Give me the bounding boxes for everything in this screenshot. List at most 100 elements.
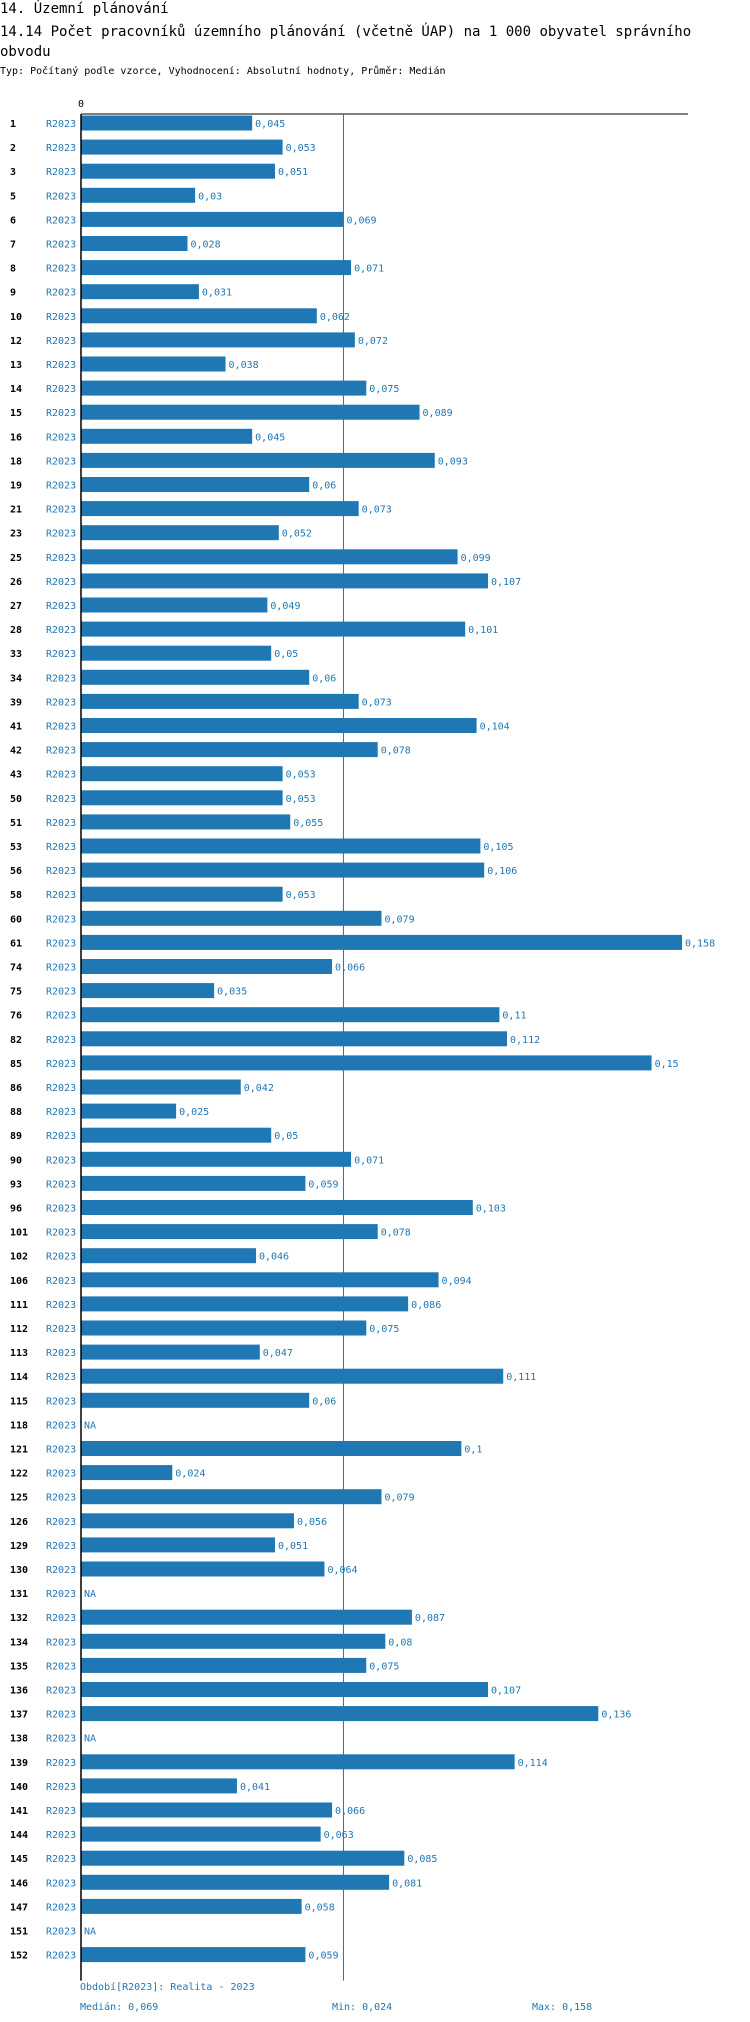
value-label: 0,15: [655, 1059, 679, 1070]
value-label: 0,066: [335, 1806, 365, 1817]
value-label: 0,053: [286, 794, 316, 805]
bar: [81, 1127, 272, 1143]
row-label: 74: [10, 963, 22, 974]
value-label: 0,06: [312, 673, 336, 684]
value-label: 0,075: [369, 1324, 399, 1335]
bar: [81, 1296, 409, 1312]
na-label: NA: [84, 1420, 96, 1431]
chart-title: 14.14 Počet pracovníků územního plánován…: [0, 24, 692, 60]
bar: [81, 452, 435, 468]
row-label: 82: [10, 1035, 22, 1046]
row-label: 126: [10, 1517, 28, 1528]
row-label: 43: [10, 770, 22, 781]
row-label: 42: [10, 746, 22, 757]
row-label: 139: [10, 1758, 28, 1769]
series-label: R2023: [46, 384, 76, 395]
row-label: 21: [10, 505, 22, 516]
bar: [81, 1802, 333, 1818]
row-label: 26: [10, 577, 22, 588]
row-label: 10: [10, 312, 22, 323]
series-label: R2023: [46, 1083, 76, 1094]
series-label: R2023: [46, 1710, 76, 1721]
value-label: 0,078: [381, 1228, 411, 1239]
series-label: R2023: [46, 1324, 76, 1335]
series-label: R2023: [46, 264, 76, 275]
value-label: 0,071: [354, 264, 384, 275]
bar: [81, 742, 378, 758]
series-label: R2023: [46, 673, 76, 684]
series-label: R2023: [46, 1854, 76, 1865]
series-label: R2023: [46, 1686, 76, 1697]
value-label: 0,112: [510, 1035, 540, 1046]
na-label: NA: [84, 1589, 96, 1600]
series-label: R2023: [46, 1493, 76, 1504]
bar: [81, 718, 477, 733]
row-label: 132: [10, 1613, 28, 1624]
bar: [81, 139, 283, 155]
bar: [81, 1609, 412, 1625]
value-label: 0,079: [385, 1493, 415, 1504]
value-label: 0,045: [255, 119, 285, 130]
row-label: 9: [10, 288, 16, 299]
bar: [81, 838, 481, 854]
value-label: 0,051: [278, 167, 308, 178]
row-label: 85: [10, 1059, 22, 1070]
bar: [81, 211, 344, 227]
row-label: 122: [10, 1469, 28, 1480]
bar: [81, 1368, 504, 1384]
row-label: 41: [10, 722, 22, 733]
bar: [81, 1754, 515, 1770]
series-label: R2023: [46, 1927, 76, 1938]
row-label: 152: [10, 1951, 28, 1962]
row-label: 27: [10, 601, 22, 612]
value-label: 0,059: [308, 1179, 338, 1190]
value-label: 0,041: [240, 1782, 270, 1793]
value-label: 0,059: [308, 1951, 338, 1962]
value-label: 0,06: [312, 1396, 336, 1407]
series-label: R2023: [46, 456, 76, 467]
value-label: 0,047: [263, 1348, 293, 1359]
row-label: 106: [10, 1276, 28, 1287]
bar: [81, 1633, 386, 1649]
value-label: 0,081: [392, 1878, 422, 1889]
value-label: 0,114: [518, 1758, 548, 1769]
row-label: 1: [10, 119, 16, 130]
row-label: 140: [10, 1782, 28, 1793]
bar: [81, 115, 253, 131]
series-label: R2023: [46, 553, 76, 564]
row-label: 39: [10, 697, 22, 708]
value-label: 0,024: [175, 1469, 205, 1480]
value-label: 0,05: [274, 1131, 298, 1142]
series-label: R2023: [46, 1589, 76, 1600]
bar: [81, 1537, 275, 1553]
bar: [81, 1778, 237, 1794]
row-label: 58: [10, 890, 22, 901]
value-label: 0,079: [385, 914, 415, 925]
series-label: R2023: [46, 1276, 76, 1287]
series-label: R2023: [46, 312, 76, 323]
value-label: 0,045: [255, 432, 285, 443]
series-label: R2023: [46, 1830, 76, 1841]
series-label: R2023: [46, 1204, 76, 1215]
value-label: 0,049: [270, 601, 300, 612]
bar: [81, 477, 310, 492]
bar: [81, 187, 196, 203]
bar: [81, 1320, 367, 1336]
series-label: R2023: [46, 770, 76, 781]
bar: [81, 356, 226, 372]
bar: [81, 1465, 173, 1481]
bar: [81, 1489, 382, 1505]
row-label: 96: [10, 1204, 22, 1215]
row-label: 118: [10, 1420, 28, 1431]
bar: [81, 1272, 439, 1288]
bar: [81, 693, 359, 709]
value-label: 0,099: [461, 553, 491, 564]
row-label: 144: [10, 1830, 28, 1841]
series-label: R2023: [46, 336, 76, 347]
bar: [81, 1513, 295, 1529]
series-label: R2023: [46, 1252, 76, 1263]
bar: [81, 1898, 302, 1914]
row-label: 130: [10, 1565, 28, 1576]
bar: [81, 308, 317, 324]
row-label: 101: [10, 1228, 28, 1239]
